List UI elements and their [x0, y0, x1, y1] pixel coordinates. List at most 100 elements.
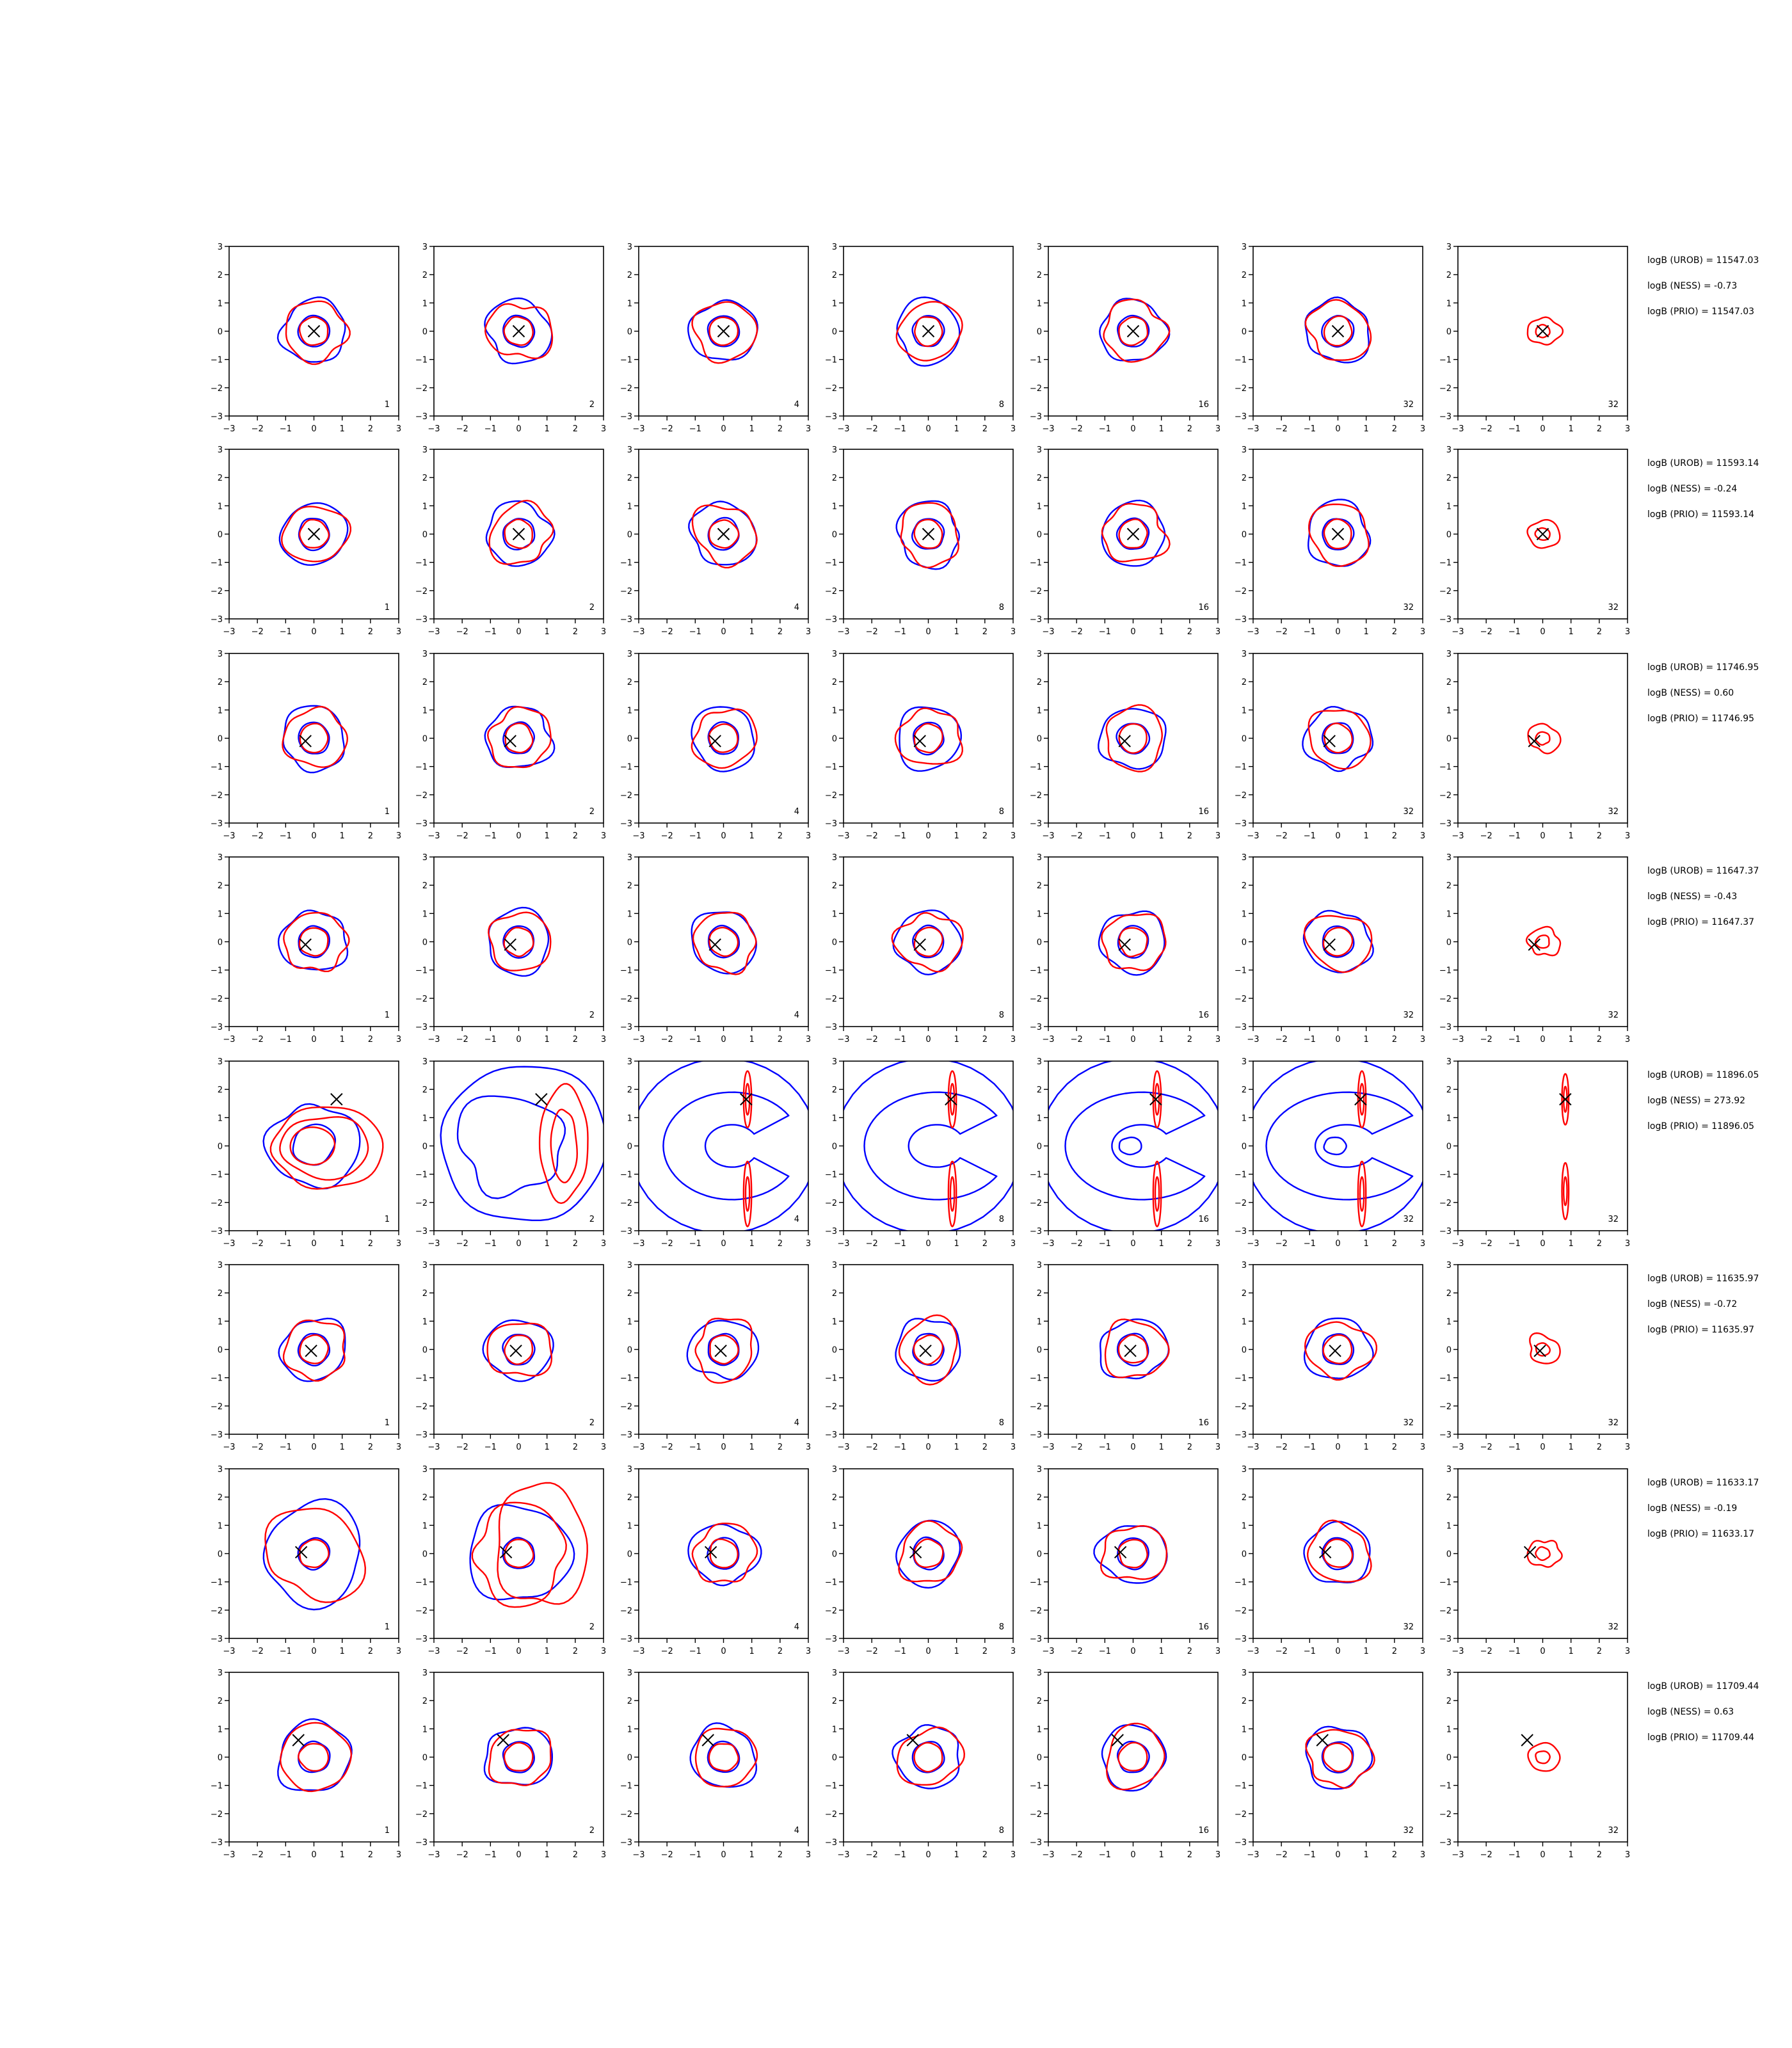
- y-tick-label: −3: [415, 1635, 428, 1644]
- x-tick-label: −2: [1071, 1239, 1083, 1249]
- logb-stat: logB (NESS) = -0.24: [1647, 484, 1737, 494]
- true-value-marker: [1149, 1092, 1162, 1106]
- x-tick-label: 0: [721, 831, 726, 841]
- x-tick-label: 2: [778, 1850, 783, 1860]
- y-tick-label: −1: [1235, 966, 1247, 976]
- true-value-marker: [1536, 324, 1549, 338]
- axes-frame: [433, 1264, 604, 1435]
- y-tick-label: −1: [1439, 559, 1452, 568]
- x-tick-label: 3: [601, 1035, 606, 1044]
- y-tick-label: 1: [627, 1725, 632, 1734]
- y-tick-label: −1: [211, 763, 223, 772]
- x-tick-label: 2: [778, 1239, 783, 1249]
- x-tick-label: 2: [982, 627, 988, 637]
- y-tick-label: 3: [1446, 243, 1452, 252]
- logb-stat: logB (PRIO) = 11593.14: [1647, 509, 1754, 520]
- logb-stat: logB (PRIO) = 11709.44: [1647, 1732, 1754, 1743]
- true-value-marker: [909, 1546, 922, 1558]
- red-contour: [1529, 1332, 1561, 1364]
- axes-frame: [228, 1060, 399, 1231]
- x-tick-label: −1: [1099, 1443, 1111, 1452]
- blue-contour: [298, 925, 330, 959]
- y-tick-label: −1: [211, 1782, 223, 1791]
- y-tick-label: 3: [422, 853, 428, 863]
- y-tick-label: 0: [1037, 938, 1042, 948]
- true-value-marker: [1559, 1092, 1572, 1106]
- y-tick-label: 1: [422, 1114, 428, 1123]
- y-tick-label: 3: [832, 650, 837, 659]
- blue-contour: [1064, 1091, 1206, 1201]
- x-tick-label: 1: [1159, 1850, 1164, 1860]
- x-tick-label: −3: [632, 831, 644, 841]
- red-contour: [1105, 704, 1163, 772]
- blue-contour: [895, 1318, 961, 1382]
- x-tick-label: −3: [428, 627, 440, 637]
- y-tick-label: −3: [1439, 1838, 1452, 1848]
- panel-label: 16: [1198, 1826, 1209, 1836]
- x-tick-label: 0: [1335, 1850, 1340, 1860]
- x-tick-label: −2: [252, 1443, 264, 1452]
- true-value-marker: [512, 527, 525, 541]
- blue-contour: [297, 314, 331, 348]
- x-tick-label: −1: [1508, 627, 1521, 637]
- x-tick-label: 2: [1187, 1647, 1192, 1656]
- x-tick-label: −2: [866, 424, 878, 434]
- y-tick-label: −1: [415, 1578, 428, 1588]
- panel-label: 32: [1608, 603, 1619, 612]
- y-tick-label: 3: [218, 1261, 223, 1270]
- panel-r1-c4: −3 −2 −1 0 1 2 3 3 2 1 0 −1 −2 −3 8: [825, 243, 1016, 434]
- x-tick-label: 0: [516, 1239, 521, 1249]
- x-tick-label: 1: [954, 424, 959, 434]
- blue-contour: [1304, 296, 1370, 364]
- blue-contour: [707, 924, 740, 959]
- y-tick-label: 0: [1446, 938, 1452, 948]
- x-tick-label: −3: [837, 627, 849, 637]
- y-tick-label: −1: [620, 1374, 632, 1384]
- red-contour: [709, 1334, 739, 1365]
- red-contour: [913, 518, 943, 549]
- red-contour: [742, 1160, 753, 1228]
- x-tick-label: 0: [925, 1850, 931, 1860]
- x-tick-label: 1: [545, 424, 550, 434]
- y-tick-label: −2: [620, 1606, 632, 1616]
- red-contour: [1534, 934, 1550, 949]
- y-tick-label: 1: [1037, 1114, 1042, 1123]
- x-tick-label: 0: [311, 1239, 316, 1249]
- y-tick-label: 3: [1446, 445, 1452, 455]
- x-tick-label: −3: [1247, 1647, 1259, 1656]
- y-tick-label: 2: [218, 1085, 223, 1095]
- y-tick-label: 1: [832, 909, 837, 919]
- y-tick-label: −3: [211, 1430, 223, 1440]
- y-tick-label: 0: [1037, 1754, 1042, 1763]
- y-tick-label: −1: [825, 559, 837, 568]
- x-tick-label: −3: [1042, 1443, 1054, 1452]
- x-tick-label: −2: [252, 1035, 264, 1044]
- logb-stat: logB (PRIO) = 11633.17: [1647, 1529, 1754, 1539]
- panel-label: 1: [385, 1011, 390, 1020]
- x-tick-label: 1: [545, 1035, 550, 1044]
- panel-r6-c5: −3 −2 −1 0 1 2 3 3 2 1 0 −1 −2 −3 16: [1030, 1261, 1220, 1452]
- blue-contour: [456, 1095, 566, 1199]
- red-contour: [471, 1501, 567, 1608]
- x-tick-label: −2: [1071, 627, 1083, 637]
- x-tick-label: −3: [1247, 831, 1259, 841]
- x-tick-label: −2: [1276, 424, 1288, 434]
- x-tick-label: 2: [778, 831, 783, 841]
- blue-contour: [469, 1503, 575, 1601]
- y-tick-label: 0: [1446, 531, 1452, 540]
- y-tick-label: −1: [825, 1578, 837, 1588]
- y-tick-label: 2: [832, 474, 837, 483]
- contours: [1561, 1073, 1570, 1220]
- y-tick-label: −1: [825, 1171, 837, 1180]
- x-tick-label: 0: [1540, 1850, 1545, 1860]
- x-tick-label: 3: [1215, 1647, 1220, 1656]
- red-contour: [282, 1319, 346, 1382]
- panel-r4-c1: −3 −2 −1 0 1 2 3 3 2 1 0 −1 −2 −3 1: [211, 853, 401, 1044]
- y-tick-label: 3: [1242, 1668, 1247, 1678]
- y-tick-label: −3: [1235, 1430, 1247, 1440]
- blue-contour: [483, 1727, 553, 1786]
- x-tick-label: −1: [484, 1239, 497, 1249]
- blue-contour: [502, 314, 536, 348]
- true-value-marker: [1533, 1345, 1546, 1357]
